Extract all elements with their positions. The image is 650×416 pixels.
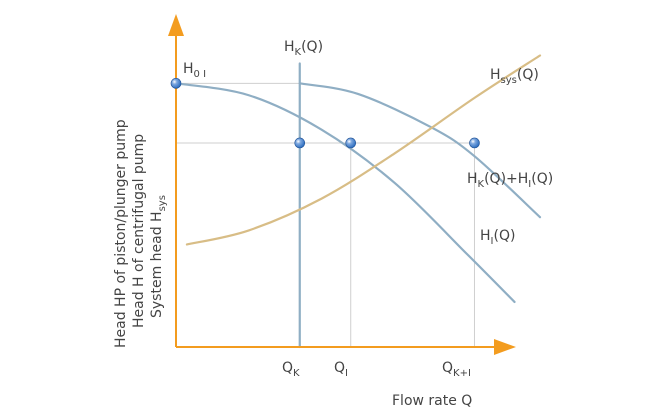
x-axis-arrow: [494, 339, 516, 355]
y-axis-title-line-1: Head HP of piston/plunger pump: [113, 119, 129, 348]
label-hsys: Hsys(Q): [490, 67, 539, 86]
curve-hsys: [185, 54, 542, 246]
guide-lines: [176, 82, 475, 347]
label-hki: HK(Q)+HI(Q): [467, 171, 553, 190]
curve-hki: [298, 82, 542, 219]
label-hk: HK(Q): [284, 39, 323, 58]
tick-label-qki: QK+I: [442, 360, 471, 379]
x-axis-title: Flow rate Q: [392, 393, 472, 409]
tick-label-qk: QK: [282, 360, 300, 379]
label-hi: HI(Q): [480, 228, 515, 247]
operating-point-p-qki: [469, 137, 480, 149]
y-axis-title-line-3: System head Hsys: [149, 195, 168, 318]
operating-point-p-h0: [170, 78, 182, 89]
label-h0: H0 I: [183, 61, 206, 80]
curves: [174, 54, 542, 349]
operating-point-p-qk: [294, 137, 306, 149]
y-axis-arrow: [168, 14, 184, 36]
curve-hi: [174, 82, 516, 304]
y-axis-title-line-2: Head H of centrifugal pump: [131, 134, 147, 328]
operating-points: [170, 78, 480, 149]
tick-label-qi: QI: [334, 360, 348, 379]
operating-point-p-qi: [345, 137, 357, 149]
axes: [168, 14, 516, 355]
